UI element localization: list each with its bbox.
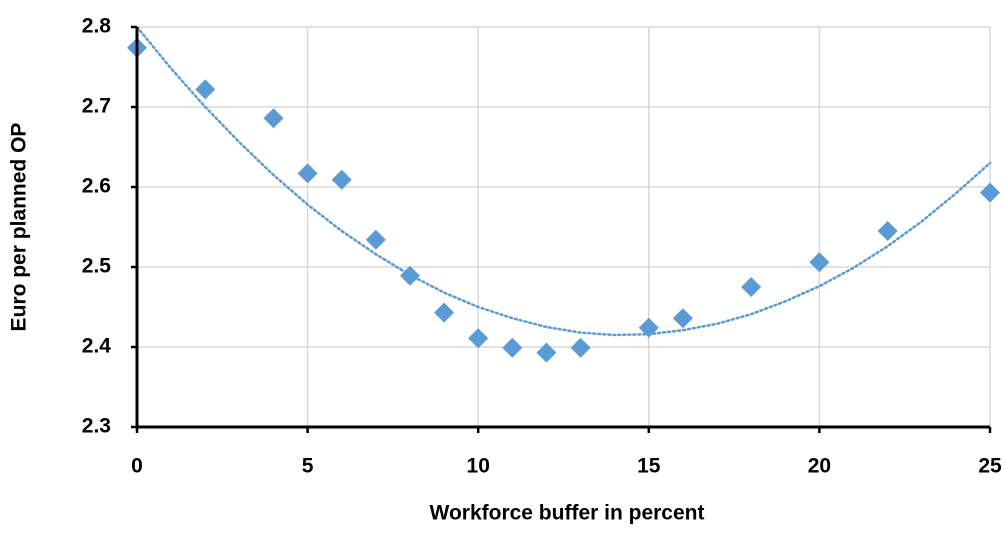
x-tick-label: 0 [131, 455, 143, 478]
data-point [638, 317, 659, 338]
data-point [502, 337, 523, 358]
y-tick-label: 2.7 [82, 95, 111, 118]
marks [127, 27, 1000, 363]
data-point [331, 169, 352, 190]
data-point [297, 163, 318, 184]
data-point [365, 229, 386, 250]
x-tick-label: 25 [978, 455, 1002, 478]
x-tick-label: 20 [808, 455, 831, 478]
y-axis-title: Euro per planned OP [8, 123, 31, 332]
data-point [877, 221, 898, 241]
y-tick-label: 2.5 [82, 255, 112, 278]
y-tick-label: 2.3 [82, 415, 111, 438]
x-tick-label: 15 [637, 455, 661, 478]
data-point [536, 342, 557, 363]
x-axis-title: Workforce buffer in percent [430, 502, 705, 525]
data-point [468, 328, 489, 349]
data-point [434, 302, 455, 323]
y-tick-label: 2.4 [82, 335, 112, 358]
y-tick-label: 2.8 [82, 15, 112, 38]
data-point [399, 265, 420, 286]
data-point [263, 108, 284, 129]
data-point [741, 277, 762, 297]
grid [136, 26, 991, 428]
data-point [570, 337, 591, 358]
trendline [137, 27, 992, 337]
data-point [980, 182, 1000, 203]
data-point [672, 308, 693, 329]
y-tick-label: 2.6 [82, 175, 111, 198]
data-point [809, 252, 830, 273]
x-tick-label: 10 [467, 455, 490, 478]
data-point [195, 79, 216, 100]
x-tick-label: 5 [302, 455, 314, 478]
